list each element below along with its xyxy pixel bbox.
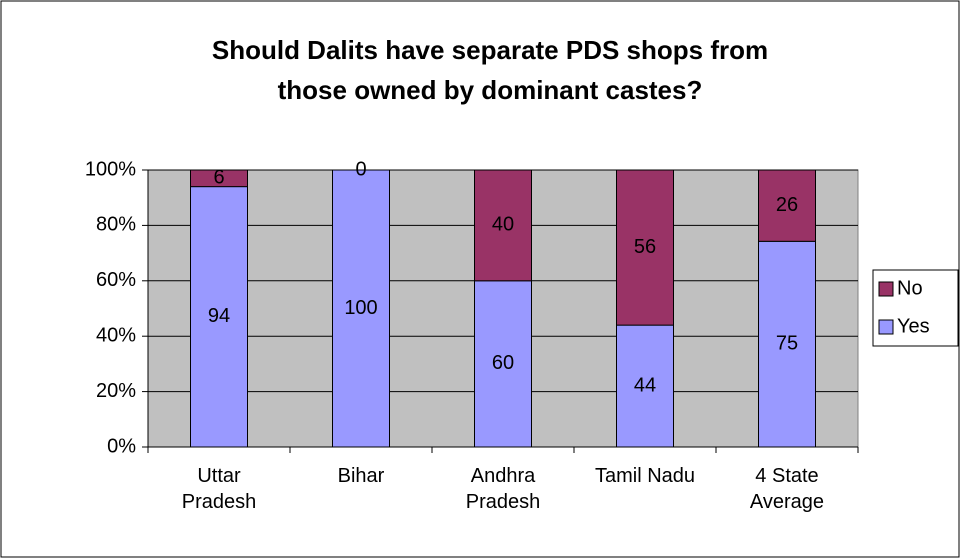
data-label: 26 xyxy=(776,194,798,216)
bar-segment xyxy=(758,169,816,242)
bar-segment xyxy=(758,240,816,448)
data-label: 44 xyxy=(634,374,656,396)
x-tick-label: Bihar xyxy=(337,465,385,487)
legend-swatch xyxy=(878,319,894,335)
bar-segment xyxy=(190,169,248,188)
y-tick-label: 80% xyxy=(96,214,136,236)
legend-label: Yes xyxy=(897,315,930,337)
x-tick-label: Tamil Nadu xyxy=(594,465,696,487)
legend-label: No xyxy=(897,277,923,299)
bar-segment xyxy=(474,169,532,282)
x-tick-label: Uttar Pradesh xyxy=(181,465,257,513)
bar-segment xyxy=(190,186,248,448)
data-label: 75 xyxy=(776,332,798,354)
y-tick-label: 100% xyxy=(85,158,136,180)
legend-swatch xyxy=(878,281,894,297)
data-label: 100 xyxy=(344,297,377,319)
x-tick-label: Andhra Pradesh xyxy=(465,465,541,513)
y-tick-label: 20% xyxy=(96,380,136,402)
data-label: 6 xyxy=(213,167,224,189)
bar-segment xyxy=(616,169,674,326)
chart-title: Should Dalits have separate PDS shops fr… xyxy=(211,35,769,105)
data-label: 56 xyxy=(634,236,656,258)
y-tick-label: 40% xyxy=(96,324,136,346)
data-label: 94 xyxy=(208,305,230,327)
data-label: 60 xyxy=(492,352,514,374)
data-label: 0 xyxy=(355,158,366,180)
y-tick-label: 0% xyxy=(107,435,136,457)
bar-segment xyxy=(474,280,532,448)
x-tick-label: 4 State Average xyxy=(749,465,825,513)
bar-segment xyxy=(332,169,390,448)
data-label: 40 xyxy=(492,214,514,236)
y-tick-label: 60% xyxy=(96,269,136,291)
